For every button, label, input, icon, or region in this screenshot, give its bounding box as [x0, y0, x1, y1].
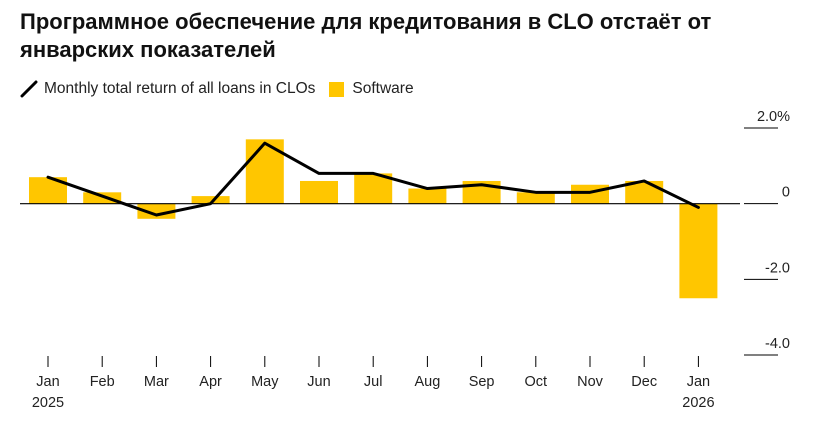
line-clo-returns: [46, 141, 700, 217]
x-tick-label: Jun: [307, 374, 330, 390]
y-tick-label: -4.0: [765, 336, 790, 352]
chart-title: Программное обеспечение для кредитования…: [20, 9, 712, 62]
bar-software: [300, 180, 338, 204]
x-tick-label: Jul: [364, 374, 383, 390]
bar-software: [137, 203, 176, 219]
yellow-square-icon: [329, 81, 345, 97]
bar-software: [571, 184, 609, 204]
bar-software: [408, 188, 447, 204]
legend-item-software: Software: [329, 80, 414, 98]
bar-software: [83, 192, 122, 204]
legend-label-software: Software: [352, 80, 414, 97]
x-tick-label: Dec: [631, 374, 657, 390]
y-tick-label: 0: [782, 185, 790, 201]
y-tick-label: -2.0: [765, 260, 790, 276]
legend-label-clo-loans: Monthly total return of all loans in CLO…: [44, 80, 316, 97]
bar-software: [516, 192, 555, 204]
y-tick-label: 2.0%: [757, 109, 790, 125]
x-tick-label: Jan: [36, 374, 59, 390]
x-tick-label: Mar: [144, 374, 169, 390]
x-tick-label: Jan: [687, 374, 710, 390]
legend: Monthly total return of all loans in CLO…: [20, 79, 428, 99]
x-tick-label: Feb: [90, 374, 115, 390]
x-tick-label: Sep: [469, 374, 495, 390]
software-bars: [29, 139, 718, 299]
x-tick-label: Oct: [525, 374, 548, 390]
clo-return-line: [46, 141, 700, 217]
bar-software: [679, 203, 718, 299]
x-tick-label: Nov: [577, 374, 604, 390]
y-axis-ticks: 2.0% 0 -2.0 -4.0: [744, 109, 790, 356]
x-tick-label: May: [251, 374, 279, 390]
x-tick-label: Aug: [414, 374, 440, 390]
legend-item-clo-loans: Monthly total return of all loans in CLO…: [20, 80, 315, 98]
x-year-label: 2025: [32, 395, 64, 411]
bar-software: [191, 196, 230, 204]
x-year-label: 2026: [682, 395, 714, 411]
black-line-icon: [20, 80, 38, 98]
x-axis-ticks: Jan 2025 Feb Mar Apr May Jun Jul Aug Sep Oct Nov Dec…: [32, 356, 715, 411]
x-tick-label: Apr: [199, 374, 222, 390]
